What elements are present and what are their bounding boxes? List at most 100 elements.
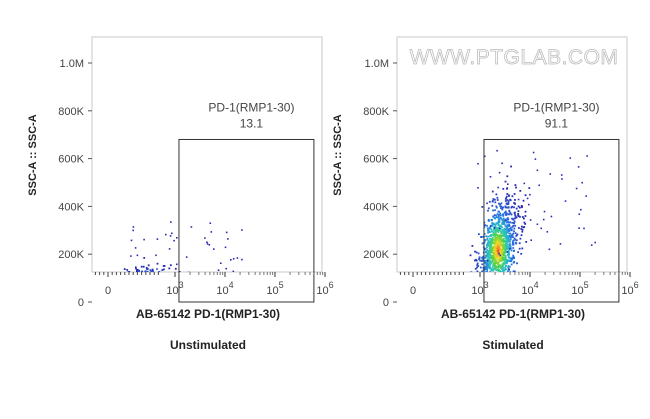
event-point — [508, 234, 511, 237]
event-point — [217, 269, 220, 271]
event-point — [490, 230, 493, 233]
event-point — [502, 233, 505, 235]
event-point — [140, 284, 142, 286]
event-point — [140, 284, 142, 286]
event-point — [498, 256, 501, 259]
event-point — [132, 285, 134, 287]
event-point — [122, 296, 124, 298]
event-point — [133, 301, 135, 303]
event-point — [140, 290, 142, 292]
event-point — [502, 257, 504, 259]
event-point — [176, 279, 178, 281]
event-point — [499, 239, 502, 242]
event-point — [160, 282, 162, 284]
event-point — [155, 284, 157, 286]
event-point — [504, 244, 506, 246]
event-point — [143, 280, 145, 282]
event-point — [170, 221, 172, 223]
event-point — [137, 295, 139, 297]
event-point — [548, 248, 551, 251]
event-point — [497, 262, 499, 265]
event-point — [139, 287, 141, 289]
event-point — [147, 291, 149, 293]
event-point — [505, 218, 508, 221]
event-point — [512, 243, 515, 245]
event-point — [509, 212, 512, 215]
event-point — [123, 285, 125, 287]
event-point — [524, 215, 527, 217]
event-point — [504, 246, 506, 248]
event-point — [141, 287, 143, 289]
event-point — [492, 246, 494, 249]
event-point — [158, 295, 160, 297]
event-point — [154, 291, 156, 293]
event-point — [147, 283, 149, 285]
event-point — [510, 213, 513, 216]
event-point — [144, 284, 146, 286]
event-point — [524, 223, 527, 225]
event-point — [143, 287, 145, 289]
event-point — [148, 293, 150, 295]
event-point — [132, 293, 134, 295]
event-point — [581, 181, 583, 184]
event-point — [153, 286, 155, 288]
event-point — [491, 259, 494, 261]
event-point — [134, 281, 136, 283]
event-point — [488, 245, 490, 247]
event-point — [502, 276, 504, 278]
event-point — [160, 295, 162, 297]
event-point — [133, 289, 135, 291]
event-point — [498, 234, 501, 237]
event-point — [474, 275, 476, 277]
event-point — [142, 286, 144, 288]
event-point — [147, 292, 149, 294]
event-point — [129, 291, 131, 293]
event-point — [470, 271, 473, 272]
event-point — [512, 271, 515, 272]
event-point — [138, 278, 140, 280]
event-point — [132, 281, 134, 283]
event-point — [496, 251, 499, 254]
event-point — [159, 293, 161, 295]
event-point — [504, 255, 507, 257]
event-point — [532, 151, 535, 154]
x-tick-label: 105 — [571, 280, 588, 297]
event-point — [486, 268, 488, 271]
event-point — [501, 239, 504, 241]
event-point — [153, 287, 155, 289]
event-point — [149, 295, 151, 297]
y-tick-label: 200K — [58, 249, 84, 261]
event-point — [148, 276, 150, 278]
event-point — [489, 288, 491, 290]
event-point — [515, 239, 518, 242]
event-point — [501, 276, 503, 278]
event-point — [163, 288, 165, 290]
event-point — [141, 285, 143, 287]
event-point — [514, 213, 516, 216]
event-point — [134, 282, 136, 284]
event-point — [507, 256, 510, 258]
event-point — [172, 298, 174, 300]
event-point — [145, 285, 147, 287]
event-point — [497, 186, 499, 189]
event-point — [152, 295, 154, 297]
event-point — [153, 292, 155, 294]
event-point — [138, 292, 140, 294]
event-point — [142, 291, 144, 293]
event-point — [496, 255, 498, 257]
event-point — [507, 252, 510, 254]
event-point — [128, 290, 130, 292]
event-point — [129, 279, 131, 281]
event-point — [129, 283, 131, 285]
event-point — [147, 290, 149, 292]
event-point — [152, 289, 154, 291]
event-point — [125, 294, 127, 296]
event-point — [144, 290, 146, 292]
event-point — [498, 227, 501, 230]
event-point — [155, 281, 157, 283]
event-point — [494, 232, 496, 235]
event-point — [139, 283, 141, 285]
event-point — [497, 279, 499, 281]
event-point — [137, 279, 139, 281]
